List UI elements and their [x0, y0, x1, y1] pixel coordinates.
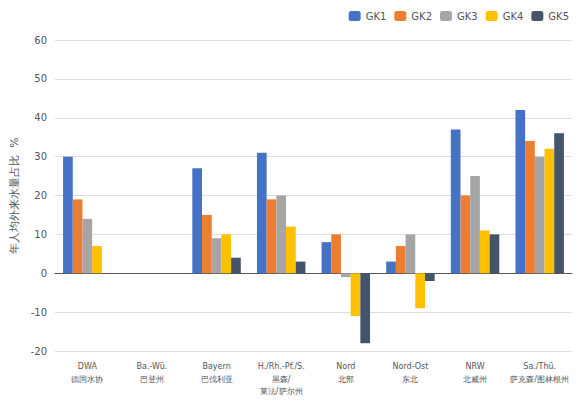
- svg-text:Nord-Ost: Nord-Ost: [393, 362, 429, 371]
- svg-text:德国水协: 德国水协: [71, 375, 103, 384]
- svg-text:GK1: GK1: [366, 11, 387, 22]
- svg-text:0: 0: [41, 268, 47, 279]
- svg-text:东北: 东北: [402, 375, 418, 384]
- svg-text:GK2: GK2: [411, 11, 432, 22]
- svg-text:巴伐利亚: 巴伐利亚: [201, 375, 233, 384]
- svg-text:40: 40: [34, 112, 47, 123]
- svg-text:H./Rh.-Pf./S.: H./Rh.-Pf./S.: [258, 362, 305, 371]
- svg-text:-20: -20: [31, 346, 47, 357]
- svg-text:10: 10: [34, 229, 47, 240]
- svg-text:50: 50: [34, 73, 47, 84]
- svg-text:Sa./Thü.: Sa./Thü.: [523, 362, 556, 371]
- svg-text:-10: -10: [31, 307, 47, 318]
- svg-text:巴登州: 巴登州: [140, 375, 164, 384]
- svg-text:NRW: NRW: [465, 362, 484, 371]
- svg-text:黑森/: 黑森/: [272, 375, 291, 384]
- svg-text:GK4: GK4: [503, 11, 524, 22]
- svg-text:Ba.-Wü.: Ba.-Wü.: [137, 362, 168, 371]
- svg-text:萨克森/图林根州: 萨克森/图林根州: [510, 375, 569, 384]
- svg-text:DWA: DWA: [78, 362, 98, 371]
- svg-text:Bayern: Bayern: [202, 362, 230, 371]
- svg-text:Nord: Nord: [336, 362, 355, 371]
- svg-text:北部: 北部: [338, 375, 354, 384]
- svg-text:GK3: GK3: [457, 11, 478, 22]
- svg-text:GK5: GK5: [548, 11, 569, 22]
- svg-text:60: 60: [34, 35, 47, 46]
- svg-text:莱法/萨尔州: 莱法/萨尔州: [260, 387, 303, 396]
- svg-text:年人均外来水量占比 %: 年人均外来水量占比 %: [8, 137, 21, 253]
- svg-text:30: 30: [34, 151, 47, 162]
- svg-text:20: 20: [34, 190, 47, 201]
- svg-text:北威州: 北威州: [463, 375, 487, 384]
